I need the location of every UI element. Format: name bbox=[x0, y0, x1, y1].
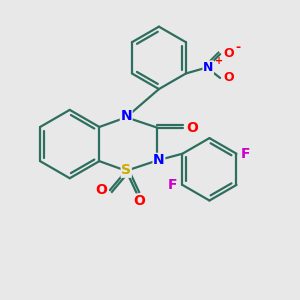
Text: O: O bbox=[223, 71, 234, 84]
Text: O: O bbox=[134, 194, 146, 208]
Text: +: + bbox=[215, 56, 223, 66]
Text: N: N bbox=[153, 153, 165, 167]
Text: F: F bbox=[241, 147, 251, 161]
Text: O: O bbox=[223, 47, 234, 60]
Text: -: - bbox=[236, 41, 241, 54]
Text: F: F bbox=[168, 178, 178, 192]
Text: O: O bbox=[186, 121, 198, 135]
Text: O: O bbox=[96, 183, 107, 197]
Text: S: S bbox=[121, 163, 131, 177]
Text: N: N bbox=[120, 109, 132, 123]
Text: N: N bbox=[203, 61, 213, 74]
